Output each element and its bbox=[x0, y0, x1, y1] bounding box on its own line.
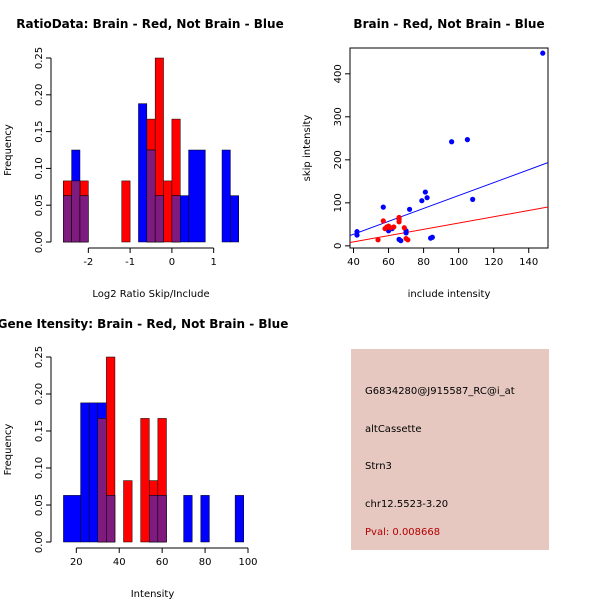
plot2-point-not-brain bbox=[380, 204, 386, 210]
event-type: altCassette bbox=[365, 424, 422, 435]
plot1-y-tick-label: 0.20 bbox=[34, 84, 45, 106]
plot3-bar-not-brain bbox=[200, 495, 210, 543]
plot3-x-label: Intensity bbox=[131, 589, 175, 600]
plot3-x-tick-label: 100 bbox=[238, 557, 257, 568]
plot2-y-tick-label: 400 bbox=[333, 64, 344, 83]
plot2-point-not-brain bbox=[540, 50, 546, 56]
plot2-point-not-brain bbox=[422, 189, 428, 195]
plot2-x-tick-label: 100 bbox=[449, 257, 468, 268]
plot2-point-not-brain bbox=[424, 195, 430, 201]
plot2-point-not-brain bbox=[403, 230, 409, 236]
plot3-x-tick-label: 80 bbox=[199, 557, 212, 568]
plot2-point-brain bbox=[396, 214, 402, 221]
plot1-bar-overlap bbox=[63, 195, 72, 243]
plot3-y-tick-label: 0.10 bbox=[34, 457, 45, 479]
plot1-x-tick-label: -1 bbox=[125, 257, 135, 268]
plot3-y-tick-label: 0.25 bbox=[34, 346, 45, 368]
plot1-x-label: Log2 Ratio Skip/Include bbox=[92, 289, 209, 300]
plot2-point-not-brain bbox=[470, 196, 476, 202]
plot2-point-not-brain bbox=[464, 137, 470, 143]
plot2-point-not-brain bbox=[419, 198, 425, 204]
plot2-x-tick-label: 60 bbox=[382, 257, 395, 268]
plot2-point-brain bbox=[396, 219, 402, 225]
plot2-point-brain bbox=[405, 237, 411, 243]
plot2-frame bbox=[349, 47, 549, 249]
plot1-bar-overlap bbox=[79, 195, 89, 243]
plot2-y-tick-label: 100 bbox=[333, 193, 344, 212]
plot3-bar-not-brain bbox=[234, 495, 244, 543]
plot3-y-tick-label: 0.15 bbox=[34, 420, 45, 442]
plot3-bar-not-brain bbox=[183, 495, 193, 543]
plot2-y-tick-label: 0 bbox=[333, 243, 344, 249]
plot2-point-not-brain bbox=[398, 238, 404, 244]
plot3-y-tick-label: 0.05 bbox=[34, 494, 45, 516]
plot3-bar-overlap bbox=[157, 495, 167, 543]
plot1-x-tick-label: 0 bbox=[169, 257, 175, 268]
plot1-bar-not-brain bbox=[188, 149, 206, 243]
plot1-bar-brain bbox=[121, 180, 131, 243]
plot3-bar-overlap bbox=[97, 418, 107, 543]
gene-name: Strn3 bbox=[365, 461, 392, 472]
probe-info-panel: G6834280@J915587_RC@i_at altCassette Str… bbox=[351, 349, 549, 550]
plot1-y-label: Frequency bbox=[3, 124, 14, 176]
plot1-title: RatioData: Brain - Red, Not Brain - Blue bbox=[16, 17, 283, 31]
plot1-y-tick-label: 0.25 bbox=[34, 47, 45, 69]
plot2-x-tick-label: 120 bbox=[484, 257, 503, 268]
plot1-y-tick-label: 0.00 bbox=[34, 231, 45, 253]
plot2-point-brain bbox=[391, 224, 397, 230]
plot1-x-tick-label: -2 bbox=[83, 257, 93, 268]
plot1-bar-overlap bbox=[146, 149, 156, 243]
plot2-y-tick-label: 200 bbox=[333, 150, 344, 169]
plot1-y-tick-label: 0.10 bbox=[34, 157, 45, 179]
plot1-bar-overlap bbox=[154, 195, 164, 243]
plot2-fit-line-red bbox=[350, 206, 548, 244]
plot2-y-tick-label: 300 bbox=[333, 107, 344, 126]
plot1-bar-brain bbox=[163, 180, 173, 243]
plot3-y-label: Frequency bbox=[3, 424, 14, 476]
plot3-bar-not-brain bbox=[63, 495, 81, 543]
plot2-x-tick-label: 80 bbox=[417, 257, 430, 268]
plot1-bar-overlap bbox=[171, 195, 181, 243]
plot3-x-tick-label: 60 bbox=[156, 557, 169, 568]
plot2-x-tick-label: 40 bbox=[347, 257, 360, 268]
plot3-x-tick-label: 40 bbox=[113, 557, 126, 568]
plot1-bar-overlap bbox=[71, 180, 81, 243]
plot2-point-brain bbox=[380, 218, 386, 224]
plot3-bar-brain bbox=[140, 418, 150, 543]
plot2-point-brain bbox=[375, 237, 381, 243]
plot3-title: Gene Itensity: Brain - Red, Not Brain - … bbox=[0, 317, 288, 331]
plot2-point-brain bbox=[401, 225, 407, 231]
plot3-bar-brain bbox=[123, 480, 133, 543]
probe-id: G6834280@J915587_RC@i_at bbox=[365, 386, 515, 397]
plot3-bar-not-brain bbox=[88, 402, 99, 543]
plot1-y-tick-label: 0.15 bbox=[34, 120, 45, 142]
plot2-x-label: include intensity bbox=[408, 289, 491, 300]
plot2-point-not-brain bbox=[429, 234, 435, 240]
plot3-bar-overlap bbox=[149, 495, 159, 543]
plot1-bar-not-brain bbox=[179, 195, 189, 243]
plot3-y-tick-label: 0.20 bbox=[34, 383, 45, 405]
plot1-bar-not-brain bbox=[230, 195, 239, 243]
plot2-y-label: skip intensity bbox=[302, 115, 313, 182]
plot2-point-not-brain bbox=[406, 206, 413, 212]
plot3-bar-overlap bbox=[106, 495, 116, 543]
plot2-x-tick-label: 140 bbox=[519, 257, 538, 268]
plot3-y-tick-label: 0.00 bbox=[34, 531, 45, 553]
plot1-y-tick-label: 0.05 bbox=[34, 194, 45, 216]
p-value: Pval: 0.008668 bbox=[365, 527, 441, 538]
plot1-bar-not-brain bbox=[221, 149, 231, 243]
plot1-bar-not-brain bbox=[138, 103, 148, 243]
plot1-x-tick-label: 1 bbox=[210, 257, 216, 268]
genomic-location: chr12.5523-3.20 bbox=[365, 499, 449, 510]
plot2-point-not-brain bbox=[354, 232, 360, 238]
plot2-point-not-brain bbox=[449, 139, 455, 145]
plot2-title: Brain - Red, Not Brain - Blue bbox=[353, 17, 544, 31]
plot3-bar-not-brain bbox=[80, 402, 90, 543]
plot3-x-tick-label: 20 bbox=[70, 557, 83, 568]
